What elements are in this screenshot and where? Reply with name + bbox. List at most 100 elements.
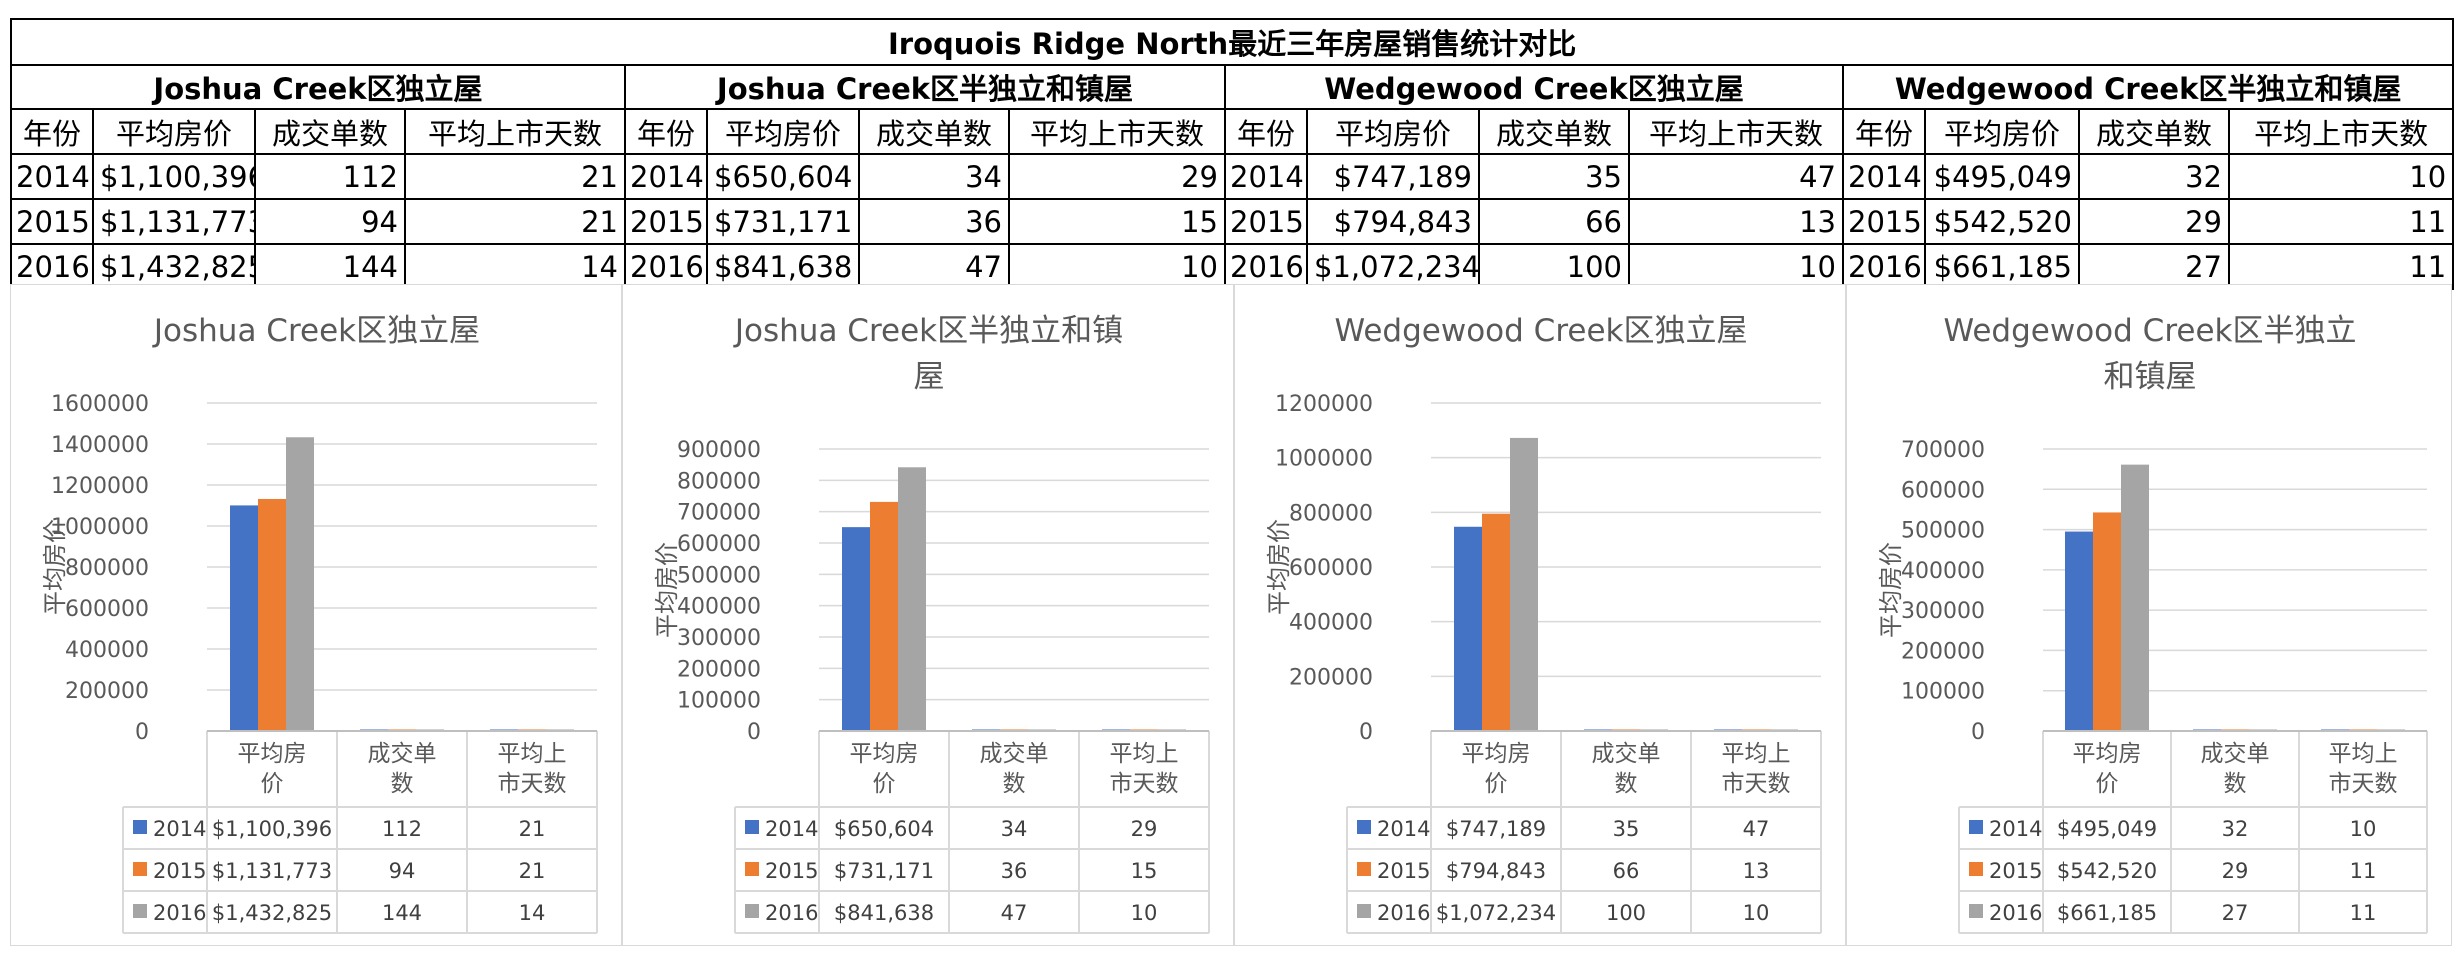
col-header-avg-price: 平均房价 [706, 108, 860, 155]
y-tick-label: 1200000 [51, 474, 149, 499]
cell-sales: 35 [1478, 153, 1630, 200]
y-tick-label: 500000 [677, 563, 761, 588]
data-table-cell: $1,072,234 [1436, 901, 1556, 925]
bar-2016 [898, 467, 926, 731]
y-tick-label: 600000 [65, 597, 149, 622]
col-header-avg-price: 平均房价 [1924, 108, 2080, 155]
data-table-cell: $1,131,773 [212, 859, 332, 883]
y-tick-label: 200000 [65, 679, 149, 704]
col-header-days: 平均上市天数 [1008, 108, 1226, 155]
data-table-cell: 100 [1606, 901, 1646, 925]
chart-panel-wedgewood-semi: Wedgewood Creek区半独立 和镇屋 平均房价 0 100000 200000 3… [1846, 284, 2452, 946]
cell-avg-price: $747,189 [1306, 153, 1480, 200]
legend-label: 2014 [765, 817, 818, 841]
cell-sales: 66 [1478, 198, 1630, 245]
y-tick-label: 500000 [1901, 519, 1985, 544]
bar-2016 [1510, 437, 1538, 731]
data-table-cell: $1,432,825 [212, 901, 332, 925]
category-label: 价 [2096, 771, 2119, 797]
legend-label: 2016 [765, 901, 818, 925]
y-axis-label: 平均房价 [41, 519, 69, 615]
group-header-wedgewood-detached: Wedgewood Creek区独立屋 [1224, 64, 1844, 110]
col-header-year: 年份 [624, 108, 708, 155]
legend-swatch-2016 [1357, 904, 1371, 918]
cell-year: 2015 [1842, 198, 1926, 245]
data-table-cell: 32 [2222, 817, 2249, 841]
data-table-cell: $794,843 [1446, 859, 1546, 883]
cell-avg-price: $1,131,773 [92, 198, 256, 245]
data-table-cell: 14 [519, 901, 546, 925]
legend-label: 2014 [1377, 817, 1430, 841]
data-table-cell: $1,100,396 [212, 817, 332, 841]
col-header-sales: 成交单数 [254, 108, 406, 155]
data-table-cell: 15 [1131, 859, 1158, 883]
bar-2015 [258, 498, 286, 731]
y-tick-label: 800000 [65, 556, 149, 581]
cell-sales: 112 [254, 153, 406, 200]
data-table-cell: $650,604 [834, 817, 934, 841]
cell-days: 10 [2227, 153, 2455, 200]
cell-avg-price: $794,843 [1306, 198, 1480, 245]
cell-year: 2016 [1842, 243, 1926, 290]
table-row: 2015 $1,131,773 94 21 2015 $731,171 36 1… [10, 198, 2455, 245]
data-table-cell: $661,185 [2057, 901, 2157, 925]
col-header-days: 平均上市天数 [404, 108, 626, 155]
data-table-cell: 11 [2350, 901, 2377, 925]
y-tick-label: 300000 [677, 626, 761, 651]
chart-title: Wedgewood Creek区半独立 [1944, 313, 2357, 349]
cell-sales: 27 [2078, 243, 2230, 290]
data-table-cell: 36 [1001, 859, 1028, 883]
chart-title: 屋 [914, 359, 945, 395]
cell-year: 2016 [1224, 243, 1308, 290]
col-header-avg-price: 平均房价 [1306, 108, 1480, 155]
data-table-cell: 11 [2350, 859, 2377, 883]
category-label: 成交单 [1592, 741, 1661, 767]
cell-days: 14 [404, 243, 626, 290]
category-label: 平均房 [238, 741, 307, 767]
cell-year: 2014 [1224, 153, 1308, 200]
bar-2014 [1454, 526, 1482, 731]
group-header-wedgewood-semi: Wedgewood Creek区半独立和镇屋 [1841, 64, 2455, 110]
y-tick-label: 0 [1971, 720, 1985, 745]
category-label: 市天数 [1110, 771, 1179, 797]
y-tick-label: 1200000 [1275, 392, 1373, 417]
category-label: 数 [2224, 771, 2247, 797]
data-table-cell: 10 [1131, 901, 1158, 925]
chart-panel-joshua-detached: Joshua Creek区独立屋 平均房价 0 200000 400000 600000 8… [10, 284, 622, 946]
category-label: 市天数 [1722, 771, 1791, 797]
category-label: 价 [1485, 771, 1508, 797]
category-label: 数 [1615, 771, 1638, 797]
cell-year: 2014 [1842, 153, 1926, 200]
cell-days: 47 [1628, 153, 1844, 200]
y-tick-label: 1000000 [51, 515, 149, 540]
category-label: 平均房 [2073, 741, 2142, 767]
y-tick-label: 200000 [1901, 639, 1985, 664]
data-table-cell: 27 [2222, 901, 2249, 925]
legend-swatch-2015 [1357, 862, 1371, 876]
y-tick-label: 600000 [1289, 556, 1373, 581]
chart-title: Joshua Creek区独立屋 [152, 313, 480, 349]
y-tick-label: 1000000 [1275, 447, 1373, 472]
data-table-cell: 34 [1001, 817, 1028, 841]
cell-avg-price: $731,171 [706, 198, 860, 245]
bar-2014 [842, 527, 870, 731]
data-table-cell: 29 [1131, 817, 1158, 841]
category-label: 成交单 [2201, 741, 2270, 767]
cell-avg-price: $650,604 [706, 153, 860, 200]
col-header-avg-price: 平均房价 [92, 108, 256, 155]
cell-sales: 47 [858, 243, 1010, 290]
legend-swatch-2015 [133, 862, 147, 876]
group-header-joshua-semi: Joshua Creek区半独立和镇屋 [624, 64, 1226, 110]
col-header-sales: 成交单数 [1478, 108, 1630, 155]
legend-swatch-2016 [745, 904, 759, 918]
legend-label: 2015 [765, 859, 818, 883]
cell-year: 2014 [10, 153, 94, 200]
data-table-cell: 144 [382, 901, 422, 925]
data-table-cell: 21 [519, 817, 546, 841]
y-axis-label: 平均房价 [1877, 542, 1905, 638]
y-tick-label: 400000 [1901, 559, 1985, 584]
legend-swatch-2014 [1357, 820, 1371, 834]
cell-sales: 144 [254, 243, 406, 290]
